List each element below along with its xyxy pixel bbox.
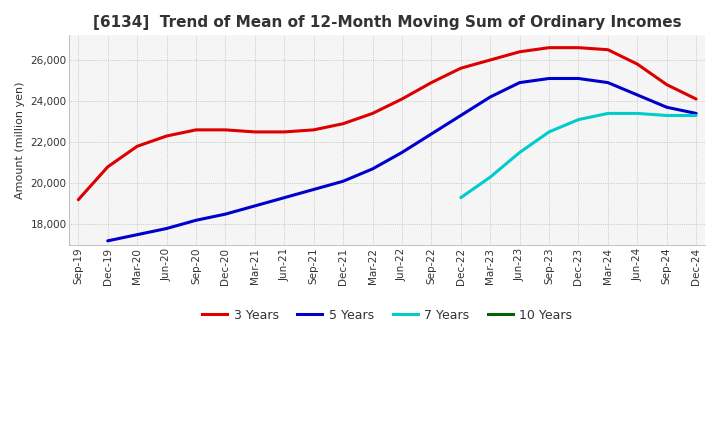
3 Years — [339, 121, 348, 126]
3 Years — [662, 82, 671, 87]
3 Years — [221, 127, 230, 132]
Legend: 3 Years, 5 Years, 7 Years, 10 Years: 3 Years, 5 Years, 7 Years, 10 Years — [197, 304, 577, 327]
5 Years — [427, 131, 436, 136]
3 Years — [104, 164, 112, 169]
Y-axis label: Amount (million yen): Amount (million yen) — [15, 81, 25, 199]
Line: 7 Years: 7 Years — [461, 114, 696, 198]
7 Years — [516, 150, 524, 155]
5 Years — [456, 113, 465, 118]
5 Years — [192, 218, 200, 223]
5 Years — [662, 105, 671, 110]
5 Years — [397, 150, 406, 155]
3 Years — [692, 96, 701, 102]
3 Years — [310, 127, 318, 132]
5 Years — [104, 238, 112, 243]
3 Years — [162, 133, 171, 139]
3 Years — [427, 80, 436, 85]
Line: 3 Years: 3 Years — [78, 48, 696, 200]
5 Years — [162, 226, 171, 231]
3 Years — [192, 127, 200, 132]
3 Years — [574, 45, 582, 50]
Title: [6134]  Trend of Mean of 12-Month Moving Sum of Ordinary Incomes: [6134] Trend of Mean of 12-Month Moving … — [93, 15, 682, 30]
5 Years — [339, 179, 348, 184]
3 Years — [516, 49, 524, 55]
5 Years — [692, 111, 701, 116]
5 Years — [251, 203, 259, 209]
7 Years — [662, 113, 671, 118]
5 Years — [132, 232, 141, 237]
Line: 5 Years: 5 Years — [108, 78, 696, 241]
3 Years — [545, 45, 554, 50]
3 Years — [368, 111, 377, 116]
7 Years — [633, 111, 642, 116]
3 Years — [251, 129, 259, 135]
5 Years — [368, 166, 377, 172]
5 Years — [310, 187, 318, 192]
3 Years — [74, 197, 83, 202]
7 Years — [456, 195, 465, 200]
5 Years — [280, 195, 289, 200]
7 Years — [603, 111, 612, 116]
3 Years — [397, 96, 406, 102]
5 Years — [574, 76, 582, 81]
3 Years — [603, 47, 612, 52]
3 Years — [280, 129, 289, 135]
5 Years — [221, 212, 230, 217]
7 Years — [574, 117, 582, 122]
5 Years — [545, 76, 554, 81]
5 Years — [633, 92, 642, 98]
3 Years — [456, 66, 465, 71]
3 Years — [633, 62, 642, 67]
5 Years — [516, 80, 524, 85]
3 Years — [132, 144, 141, 149]
5 Years — [603, 80, 612, 85]
7 Years — [486, 175, 495, 180]
3 Years — [486, 57, 495, 62]
5 Years — [486, 94, 495, 99]
7 Years — [545, 129, 554, 135]
7 Years — [692, 113, 701, 118]
